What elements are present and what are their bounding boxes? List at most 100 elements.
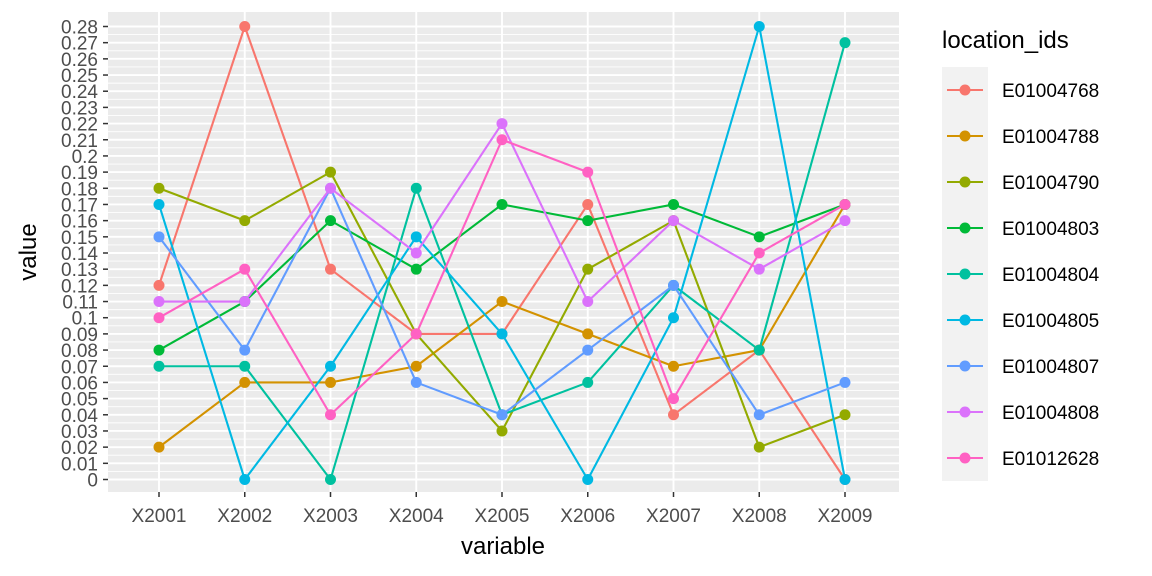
data-point — [239, 21, 251, 32]
data-point — [668, 393, 679, 405]
y-tick-label: 0.23 — [61, 98, 98, 119]
data-point — [239, 215, 251, 227]
data-point — [153, 182, 165, 194]
data-point — [153, 344, 165, 356]
data-point — [668, 215, 679, 227]
legend-key-point — [959, 176, 971, 188]
data-point — [582, 474, 594, 485]
legend-key-point — [959, 268, 971, 280]
x-tick-label: X2005 — [475, 506, 530, 527]
data-point — [410, 231, 422, 243]
data-point — [496, 296, 508, 308]
data-point — [410, 376, 422, 388]
data-point — [325, 166, 336, 178]
data-point — [582, 328, 594, 340]
legend-key-point — [959, 360, 971, 372]
y-tick-label: 0.25 — [61, 66, 98, 87]
data-point — [410, 263, 422, 275]
y-tick-label: 0.17 — [61, 195, 98, 216]
y-tick-label: 0.09 — [61, 325, 98, 346]
x-tick-label: X2007 — [646, 506, 701, 527]
data-point — [582, 215, 594, 227]
x-tick-label: X2006 — [560, 506, 615, 527]
y-tick-label: 0.12 — [61, 276, 98, 297]
data-point — [582, 376, 594, 388]
data-point — [839, 198, 851, 210]
y-tick-label: 0.05 — [61, 390, 98, 411]
y-tick-label: 0.01 — [61, 454, 98, 475]
legend-key-point — [959, 222, 971, 234]
data-point — [325, 376, 336, 388]
y-tick-label: 0.11 — [62, 293, 98, 314]
major-gridlines — [108, 12, 899, 492]
x-tick-label: X2004 — [389, 506, 444, 527]
data-point — [239, 296, 251, 308]
legend-label: E01004805 — [1002, 311, 1099, 332]
y-tick-label: 0.21 — [61, 131, 98, 152]
y-tick-label: 0.24 — [61, 82, 98, 103]
data-point — [239, 360, 251, 372]
data-point — [496, 425, 508, 437]
legend-key-point — [959, 452, 971, 464]
data-point — [325, 409, 336, 421]
y-tick-label: 0.04 — [61, 406, 98, 427]
y-tick-label: 0.26 — [61, 50, 98, 71]
legend-label: E01004804 — [1002, 265, 1100, 286]
data-point — [325, 215, 336, 227]
data-point — [753, 231, 765, 243]
y-tick-label: 0.07 — [61, 357, 98, 378]
legend-title: location_ids — [942, 27, 1069, 54]
data-point — [325, 263, 336, 275]
x-axis: X2001 X2002 X2003 X2004 X2005 X2006 X2007 X2008… — [132, 492, 873, 527]
data-point — [496, 134, 508, 146]
data-point — [153, 312, 165, 324]
legend-label: E01004808 — [1002, 403, 1099, 424]
y-tick-label: 0.15 — [61, 228, 98, 249]
y-tick-label: 0.08 — [61, 341, 98, 362]
data-point — [239, 376, 251, 388]
y-tick-label: 0.13 — [61, 260, 98, 281]
y-tick-label: 0.06 — [61, 373, 98, 394]
data-point — [410, 182, 422, 194]
series-points — [153, 21, 851, 485]
data-point — [496, 198, 508, 210]
x-tick-label: X2001 — [132, 506, 187, 527]
data-point — [753, 344, 765, 356]
y-tick-label: 0.14 — [61, 244, 98, 265]
legend: location_ids E01004768 E01004788 E01004790… — [942, 27, 1100, 481]
data-point — [753, 409, 765, 421]
data-point — [153, 360, 165, 372]
data-point — [153, 296, 165, 308]
data-point — [239, 344, 251, 356]
legend-label: E01004790 — [1002, 173, 1099, 194]
data-point — [410, 247, 422, 259]
data-point — [839, 215, 851, 227]
data-point — [839, 376, 851, 388]
data-point — [668, 409, 679, 421]
data-point — [239, 474, 251, 485]
x-tick-label: X2003 — [303, 506, 358, 527]
data-point — [325, 474, 336, 485]
data-point — [753, 247, 765, 259]
legend-key-point — [959, 130, 971, 142]
legend-key-point — [959, 406, 971, 418]
data-point — [325, 360, 336, 372]
y-tick-label: 0.03 — [61, 422, 98, 443]
data-point — [239, 263, 251, 275]
legend-label: E01004803 — [1002, 219, 1099, 240]
data-point — [668, 198, 679, 210]
data-point — [668, 360, 679, 372]
y-tick-label: 0 — [87, 471, 98, 492]
x-tick-label: X2009 — [818, 506, 873, 527]
y-tick-label: 0.22 — [61, 115, 98, 136]
data-point — [839, 37, 851, 49]
x-axis-title: variable — [461, 533, 545, 560]
y-tick-label: 0.18 — [61, 179, 98, 200]
data-point — [410, 328, 422, 340]
data-point — [153, 441, 165, 453]
data-point — [668, 279, 679, 291]
data-point — [839, 474, 851, 485]
legend-label: E01004788 — [1002, 127, 1099, 148]
data-point — [153, 279, 165, 291]
